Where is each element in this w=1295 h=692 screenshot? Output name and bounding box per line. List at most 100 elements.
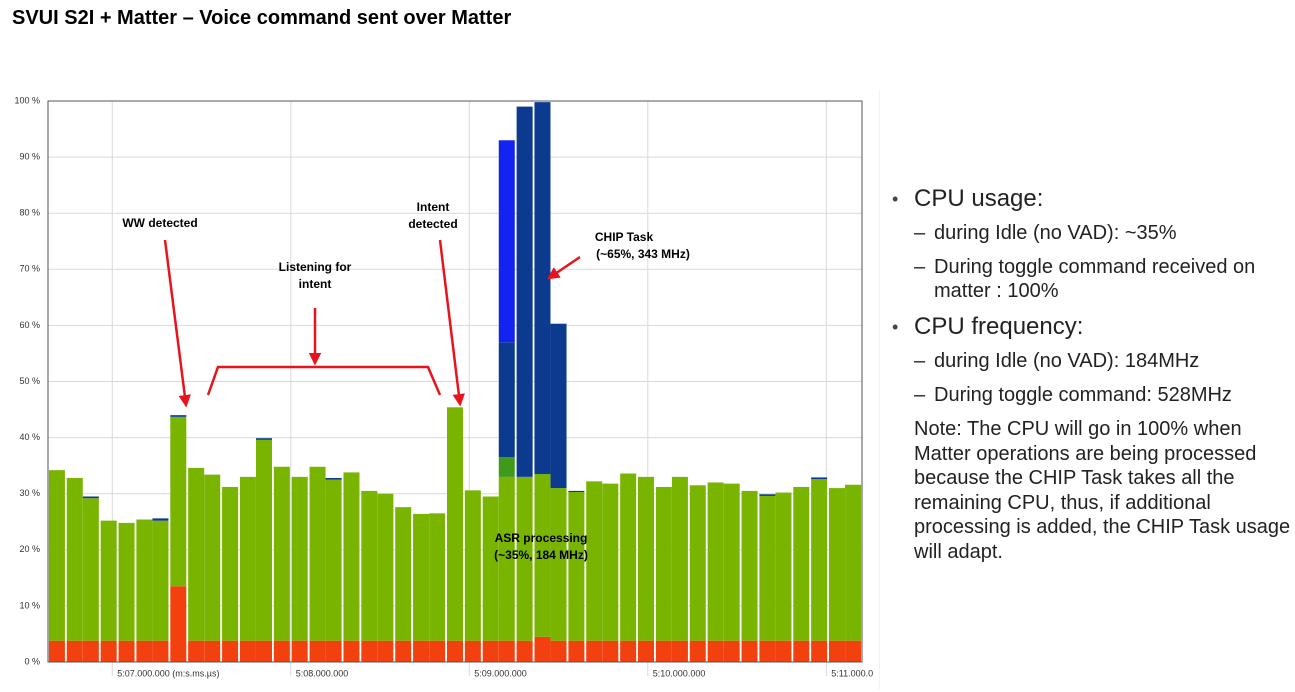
bar-segment (775, 640, 792, 662)
bar-segment (707, 482, 724, 641)
bar-segment (48, 640, 65, 662)
bar-segment (82, 640, 99, 662)
x-tick-label: 5:09.000.000 (474, 668, 527, 678)
bar-segment (568, 640, 585, 662)
bar-segment (811, 640, 828, 662)
bar-segment (136, 519, 153, 641)
bar-segment (222, 640, 239, 662)
bar-segment (377, 493, 394, 641)
bar-segment (845, 484, 862, 641)
arrow (163, 239, 191, 408)
bar-segment (498, 342, 515, 458)
bar-segment (759, 494, 776, 496)
bar-segment (568, 492, 585, 641)
annotation: (~65%, 343 MHz) (596, 247, 690, 261)
bar-segment (829, 488, 846, 641)
bar-segment (239, 640, 256, 662)
bar-segment (361, 490, 378, 641)
y-tick-label: 70 % (19, 264, 40, 274)
bullet: CPU usage: (892, 185, 1292, 213)
bar-segment (498, 476, 515, 641)
bar-segment (620, 473, 637, 641)
bar-segment (188, 467, 205, 641)
bar-segment (671, 640, 688, 662)
bar-segment (638, 640, 655, 662)
bar-segment (118, 522, 135, 641)
bar-segment (170, 415, 187, 417)
annotation: Intent (417, 200, 450, 214)
bar-segment (239, 476, 256, 641)
bar-segment (498, 457, 515, 477)
bar-segment (811, 479, 828, 641)
bar-segment (534, 102, 551, 475)
bar-segment (66, 640, 83, 662)
bar-segment (48, 470, 65, 641)
bar-segment (136, 640, 153, 662)
bar-segment (273, 640, 290, 662)
x-tick-label: 5:10.000.000 (653, 668, 706, 678)
bar-segment (550, 640, 567, 662)
bar-segment (655, 640, 672, 662)
bar-segment (170, 586, 187, 662)
bar-segment (255, 640, 272, 662)
bar-segment (429, 640, 446, 662)
y-tick-label: 0 % (24, 656, 40, 666)
y-tick-label: 40 % (19, 432, 40, 442)
bar-segment (152, 640, 169, 662)
arrow (546, 255, 581, 280)
bar-segment (498, 140, 515, 343)
note: Note: The CPU will go in 100% when Matte… (914, 418, 1291, 563)
bar-segment (100, 640, 117, 662)
bar-segment (395, 640, 412, 662)
chart: 0 % 10 % 20 % 30 % 40 % 50 % 60 % 70 % 80 % 90 % 1… (14, 90, 880, 690)
bullet: CPU frequency: (892, 313, 1292, 341)
bar-segment (638, 476, 655, 641)
bar-segment (395, 507, 412, 641)
bar-segment (759, 495, 776, 641)
sub-bullet: During toggle command received on matter… (892, 255, 1292, 303)
bar-segment (343, 640, 360, 662)
bar-segment (482, 496, 499, 641)
bar-segment (361, 640, 378, 662)
bracket (206, 365, 442, 396)
y-tick-label: 10 % (19, 600, 40, 610)
bar-segment (759, 640, 776, 662)
bar-segment (325, 640, 342, 662)
sub-bullet: during Idle (no VAD): 184MHz (892, 349, 1292, 373)
bar-segment (586, 481, 603, 641)
annotation: (~35%, 184 MHz) (494, 548, 588, 562)
bar-segment (255, 438, 272, 440)
bar-segment (325, 477, 342, 480)
y-tick-label: 100 % (14, 95, 40, 105)
bar-segment (255, 439, 272, 641)
bar-segment (620, 640, 637, 662)
bar-segment (516, 640, 533, 662)
y-tick-label: 20 % (19, 544, 40, 554)
bar-segment (413, 640, 430, 662)
bar-segment (689, 485, 706, 641)
bar-segment (66, 477, 83, 641)
bar-segment (273, 466, 290, 641)
annotation: intent (299, 277, 332, 291)
bar-segment (152, 520, 169, 641)
bar-segment (325, 479, 342, 641)
bar-segment (447, 407, 463, 641)
bar-segment (793, 640, 810, 662)
annotation: detected (408, 217, 457, 231)
bar-segment (464, 490, 481, 641)
bar-segment (152, 518, 169, 521)
bar-segment (829, 640, 846, 662)
bar-segment (534, 636, 551, 662)
y-tick-label: 50 % (19, 376, 40, 386)
bar-segment (291, 476, 308, 641)
y-tick-label: 30 % (19, 488, 40, 498)
bar-segment (309, 640, 326, 662)
bar-segment (534, 474, 551, 637)
annotation: Listening for (279, 260, 352, 274)
bar-segment (204, 640, 221, 662)
bar-segment (516, 476, 533, 641)
bar-segment (464, 640, 481, 662)
bar-segment (377, 640, 394, 662)
bar-segment (309, 466, 326, 641)
bar-segment (100, 520, 117, 641)
